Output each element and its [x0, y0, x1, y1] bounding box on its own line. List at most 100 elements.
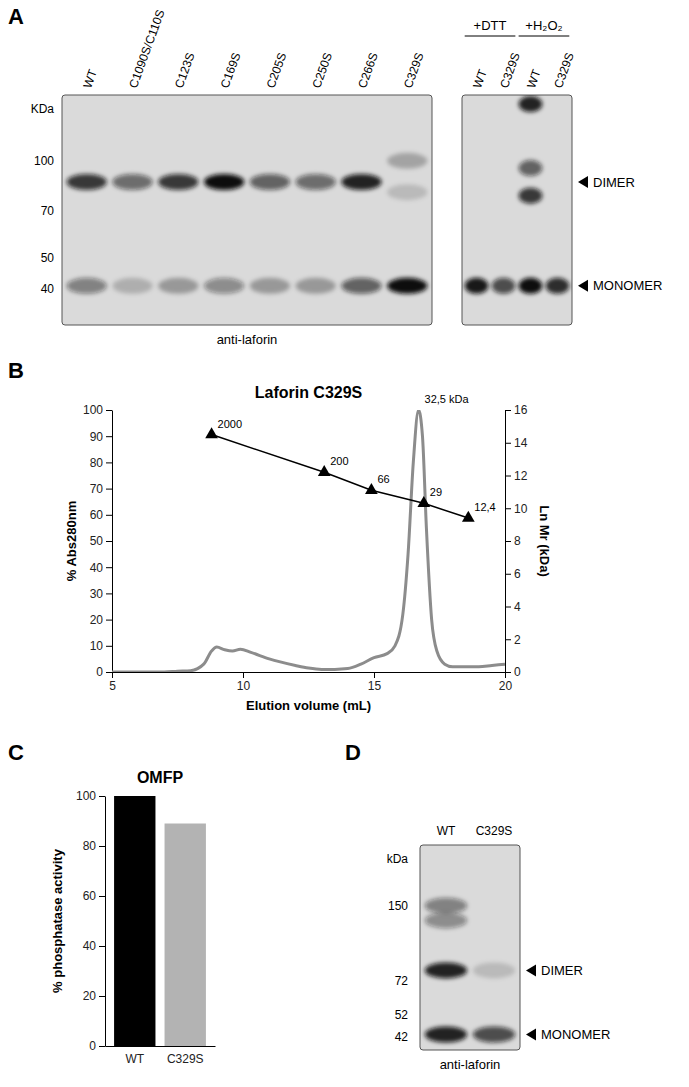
tick-label: 50 — [90, 534, 104, 548]
bar — [114, 796, 155, 1046]
bands — [465, 96, 570, 294]
tick-mark — [505, 476, 511, 477]
tick-mark — [505, 508, 511, 509]
chart-title: OMFP — [137, 769, 184, 786]
arrow-label: DIMER — [541, 963, 583, 978]
tick-label: 60 — [83, 889, 97, 903]
tick: 0 — [89, 1039, 105, 1053]
tick-mark — [505, 639, 511, 640]
band — [519, 96, 543, 112]
arrow-label: MONOMER — [593, 278, 662, 293]
tick-mark — [106, 567, 112, 568]
arrow-label: DIMER — [593, 175, 635, 190]
tick-label: 20 — [499, 679, 513, 693]
tick: 0 — [505, 665, 521, 679]
tick-label: 70 — [90, 482, 104, 496]
band — [250, 278, 290, 294]
membrane — [62, 95, 432, 325]
tick-label: 6 — [514, 567, 521, 581]
panel-label: B — [8, 358, 24, 383]
panel-label: A — [8, 4, 24, 29]
band — [425, 1026, 467, 1042]
chart-b: 5101520010203040506070809010002468101214… — [64, 384, 552, 713]
group-line — [465, 36, 516, 37]
band — [341, 174, 381, 190]
lane-label: WT — [80, 67, 100, 90]
tick-label: 30 — [90, 587, 104, 601]
tick-mark — [505, 443, 511, 444]
lane-label: C1090S/C110S — [126, 8, 167, 90]
band — [387, 184, 427, 200]
bar — [165, 824, 206, 1047]
tick-label: 10 — [514, 502, 528, 516]
tick: 40 — [90, 561, 112, 575]
marker-title: kDa — [387, 852, 409, 866]
tick-label: 2 — [514, 633, 521, 647]
band — [546, 278, 570, 294]
tick-mark — [106, 620, 112, 621]
marker-title: KDa — [31, 102, 55, 116]
lane-label: C329S — [551, 51, 577, 90]
lane-label: WT — [437, 824, 456, 838]
blot: WTC329SkDa150725242DIMERMONOMERanti-lafo… — [387, 824, 611, 1072]
tick: 10 — [90, 639, 112, 653]
marker-label: 40 — [41, 282, 55, 296]
blot-caption: anti-laforin — [217, 332, 278, 347]
tick-label: 100 — [83, 403, 103, 417]
tick-mark — [99, 896, 105, 897]
y2-axis: 0246810121416 — [505, 403, 528, 679]
band — [473, 1026, 515, 1042]
tick: 20 — [499, 672, 513, 693]
band — [112, 278, 152, 294]
band — [519, 278, 543, 294]
tick: 20 — [83, 989, 105, 1003]
band — [296, 174, 336, 190]
tick-label: 4 — [514, 600, 521, 614]
marker — [318, 465, 331, 476]
band — [425, 898, 467, 914]
series-line — [212, 435, 469, 519]
x-axis-title: Elution volume (mL) — [246, 698, 371, 713]
band — [473, 962, 515, 978]
axis-line — [106, 1046, 216, 1047]
x-axis: 5101520 — [109, 672, 512, 693]
tick: 30 — [90, 587, 112, 601]
bands — [67, 153, 428, 294]
lane-label: C266S — [355, 51, 381, 90]
panel-label: D — [345, 740, 361, 765]
annotation: 2000 — [218, 418, 242, 430]
blot-caption: anti-laforin — [440, 1057, 501, 1072]
lane-label: C329S — [476, 824, 513, 838]
membrane — [462, 95, 572, 325]
tick: 0 — [96, 665, 112, 679]
tick-label: 0 — [96, 665, 103, 679]
tick-label: 14 — [514, 436, 528, 450]
annotation: 200 — [330, 455, 348, 467]
arrow — [526, 1028, 536, 1040]
tick: 5 — [109, 672, 116, 693]
tick-mark — [106, 489, 112, 490]
band — [387, 278, 427, 294]
marker — [365, 483, 378, 494]
arrow-label: MONOMER — [541, 1027, 610, 1042]
tick: 2 — [505, 633, 521, 647]
panel-label: C — [8, 740, 24, 765]
membrane — [420, 845, 520, 1050]
tick-mark — [99, 1046, 105, 1047]
tick: 10 — [237, 672, 251, 693]
y-axis: 020406080100 — [76, 789, 106, 1053]
tick-mark — [374, 672, 375, 678]
band — [519, 188, 543, 204]
marker-label: 70 — [41, 204, 55, 218]
band — [341, 278, 381, 294]
tick: 100 — [83, 403, 112, 417]
lane-label: C329S — [401, 51, 427, 90]
tick-label: 0 — [514, 665, 521, 679]
tick: 80 — [83, 839, 105, 853]
tick-label: C329S — [167, 1052, 204, 1066]
tick-mark — [106, 593, 112, 594]
band — [204, 174, 244, 190]
plot-area — [112, 410, 505, 672]
tick-label: 100 — [76, 789, 96, 803]
x-axis: WTC329S — [106, 1046, 216, 1066]
